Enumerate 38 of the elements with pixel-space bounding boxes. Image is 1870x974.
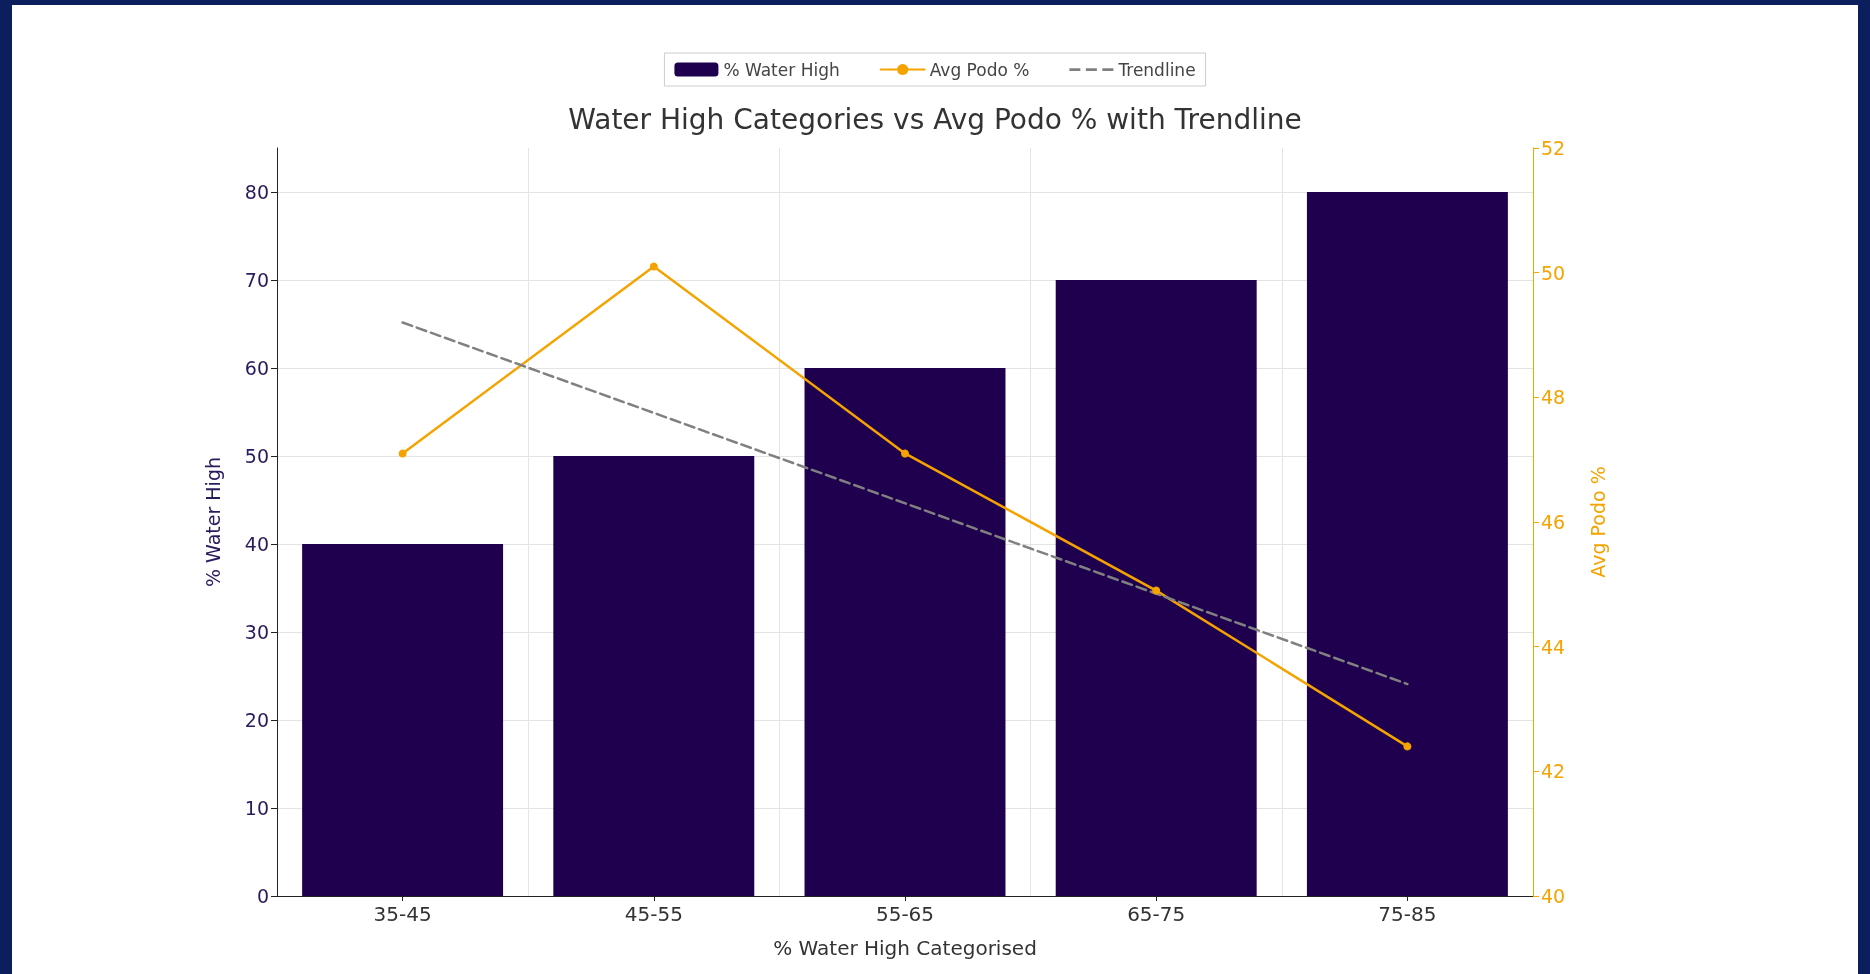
y-tick-label: 20: [244, 709, 269, 731]
y-tick-label: 30: [244, 621, 269, 643]
legend-label: % Water High: [723, 59, 840, 80]
x-tick-label: 75-85: [1378, 902, 1437, 926]
y2-tick-label: 44: [1541, 635, 1566, 658]
y2-tick-label: 40: [1541, 885, 1566, 907]
x-tick-label: 55-65: [875, 902, 935, 926]
point: [398, 449, 407, 458]
x-tick-label: 65-75: [1127, 902, 1186, 926]
y2-tick-label: 46: [1541, 511, 1566, 533]
y2-tick-label: 48: [1541, 386, 1566, 409]
x-tick-label: 45-55: [624, 902, 683, 926]
x-tick-label: 35-45: [373, 902, 432, 926]
y2-tick-label: 42: [1541, 760, 1566, 783]
y2-tick-label: 52: [1541, 137, 1566, 159]
y-tick-label: 0: [256, 885, 269, 907]
y2-tick-label: 50: [1541, 261, 1566, 284]
x-axis-title: % Water High Categorised: [773, 936, 1037, 960]
bar: [302, 544, 504, 896]
y-axis-title: % Water High: [201, 457, 224, 587]
bar: [1306, 192, 1508, 896]
y2-axis-title: Avg Podo %: [1586, 466, 1609, 578]
bar: [1055, 280, 1257, 896]
legend-label: Trendline: [1117, 59, 1196, 80]
y-tick-label: 50: [244, 445, 269, 467]
chart-title: Water High Categories vs Avg Podo % with Trendline: [568, 102, 1302, 136]
point: [1152, 586, 1161, 595]
bar: [553, 456, 755, 896]
bar: [804, 368, 1006, 896]
y-tick-label: 70: [244, 269, 269, 291]
y-tick-label: 40: [244, 533, 269, 555]
point: [901, 449, 909, 458]
legend-label: Avg Podo %: [929, 59, 1030, 80]
y-tick-label: 60: [244, 357, 269, 379]
y-tick-label: 10: [244, 797, 269, 819]
point: [649, 262, 658, 271]
point: [1403, 742, 1412, 751]
y-tick-label: 80: [244, 181, 269, 203]
